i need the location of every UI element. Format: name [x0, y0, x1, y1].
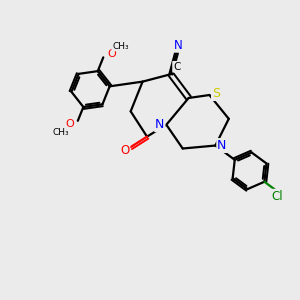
Text: N: N	[174, 39, 182, 52]
Text: O: O	[107, 49, 116, 59]
Text: N: N	[155, 118, 164, 131]
Text: CH₃: CH₃	[112, 42, 129, 51]
Text: C: C	[173, 62, 180, 72]
Text: CH₃: CH₃	[52, 128, 69, 136]
Text: Cl: Cl	[272, 190, 283, 203]
Text: O: O	[65, 119, 74, 129]
Text: S: S	[212, 87, 220, 100]
Text: N: N	[217, 139, 226, 152]
Text: O: O	[120, 143, 129, 157]
